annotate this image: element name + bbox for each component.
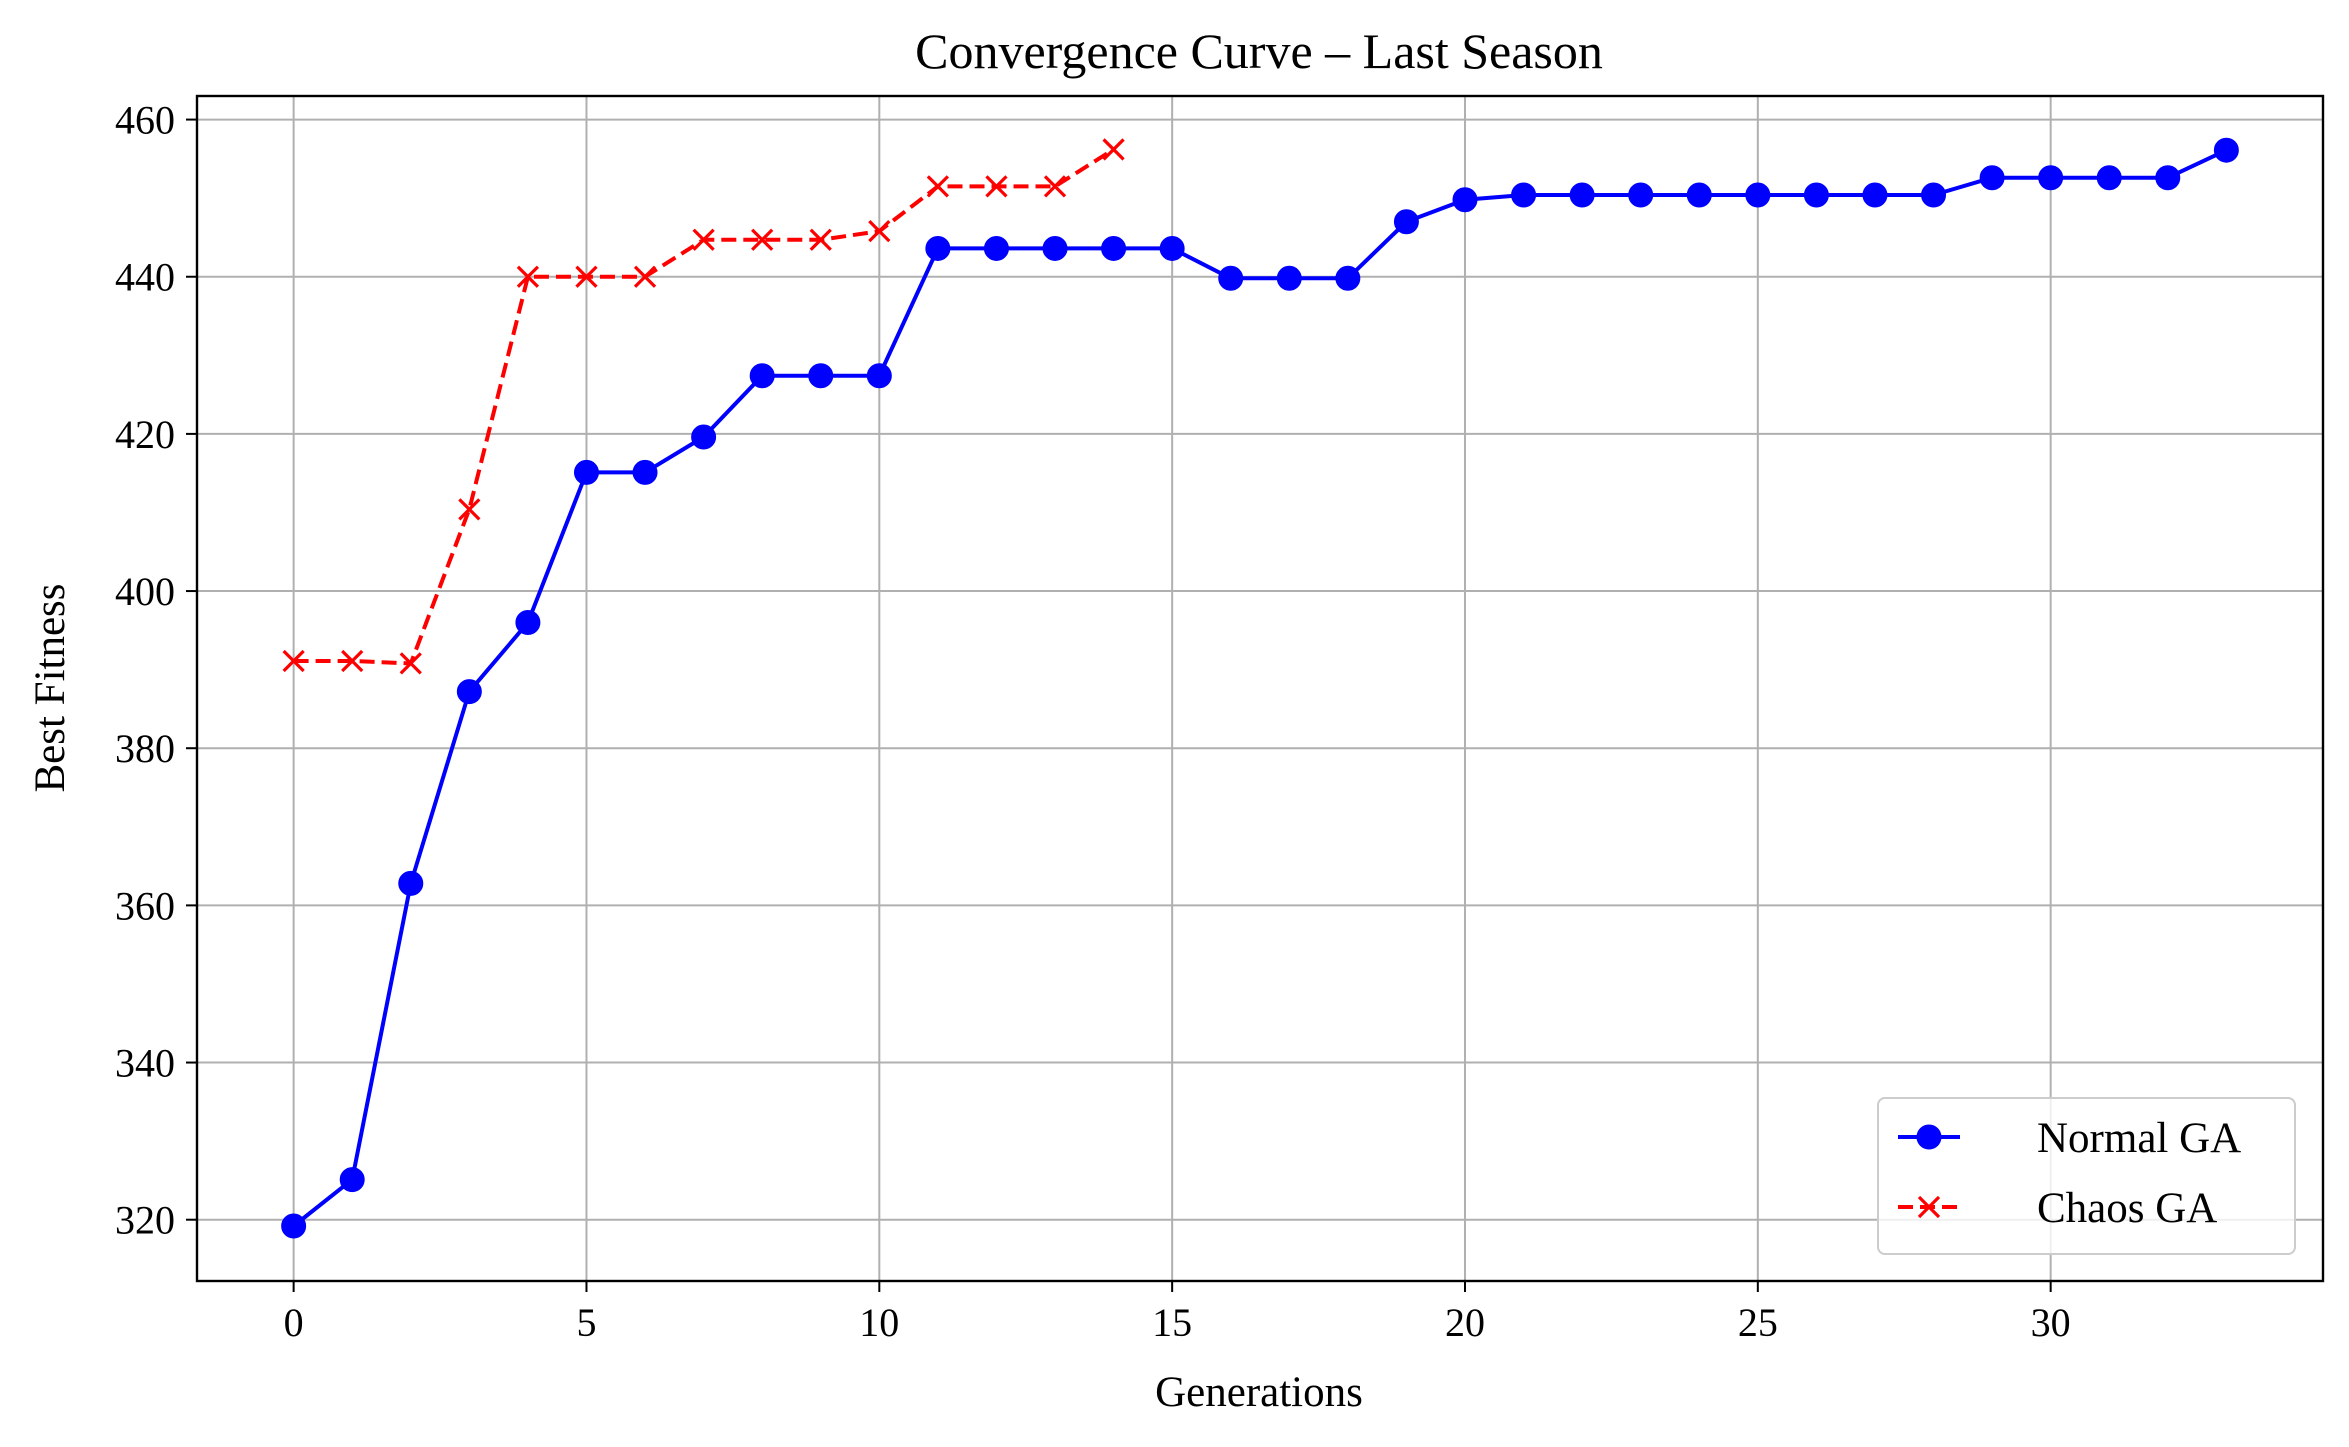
y-tick-label: 360 [115, 883, 175, 928]
x-tick-label: 20 [1445, 1300, 1485, 1345]
legend-label: Normal GA [2037, 1115, 2241, 1162]
data-point [1628, 182, 1654, 208]
series-chaos-ga [282, 138, 1125, 675]
data-point [341, 649, 364, 673]
data-point [1043, 175, 1067, 198]
legend-label: Chaos GA [2037, 1185, 2217, 1232]
data-point [1102, 138, 1125, 161]
data-point [456, 679, 482, 705]
data-point [751, 228, 774, 251]
legend-entries: Normal GA Chaos GA [1898, 1115, 2241, 1232]
data-point [1862, 182, 1888, 208]
data-point [1803, 182, 1829, 208]
data-point [808, 363, 834, 389]
legend-marker [1916, 1124, 1942, 1150]
data-point [2096, 165, 2122, 191]
x-tick-label: 25 [1738, 1300, 1778, 1345]
data-point [1393, 209, 1419, 235]
data-point [516, 265, 540, 288]
y-tick-label: 340 [115, 1041, 175, 1086]
data-point [1511, 182, 1537, 208]
data-point [749, 363, 775, 389]
data-point [925, 235, 951, 261]
y-tick-label: 320 [115, 1198, 175, 1243]
data-point [632, 459, 658, 485]
data-point [1745, 182, 1771, 208]
legend-entry-chaos-ga: Chaos GA [1898, 1185, 2217, 1232]
data-point [1276, 265, 1302, 291]
series-line-normal-ga [292, 148, 2228, 1228]
data-point [809, 228, 832, 251]
data-point [1921, 182, 1947, 208]
y-tick-label: 400 [115, 569, 175, 614]
data-point [1159, 235, 1185, 261]
data-point [1979, 165, 2005, 191]
data-point [691, 424, 717, 450]
data-point [2213, 137, 2239, 163]
x-axis-label: Generations [1155, 1369, 1363, 1416]
y-tick-label: 460 [115, 98, 175, 143]
data-point [983, 235, 1009, 261]
data-point [985, 175, 1008, 198]
data-point [2038, 165, 2064, 191]
data-point [398, 870, 424, 896]
data-point [866, 363, 892, 389]
x-tick-label: 10 [859, 1300, 899, 1345]
data-point [926, 175, 950, 198]
series-normal-ga [281, 137, 2239, 1239]
data-point [692, 228, 715, 251]
data-point [281, 1213, 307, 1239]
y-tick-label: 420 [115, 412, 175, 457]
y-tick-label: 440 [115, 255, 175, 300]
data-point [1218, 265, 1244, 291]
x-tick-label: 0 [284, 1300, 304, 1345]
chart-title: Convergence Curve – Last Season [915, 23, 1603, 79]
ticks-layer: 0 5 10 15 20 25 30 320 340 360 380 400 420 440 460 [115, 98, 2071, 1345]
data-point [868, 220, 891, 243]
data-point [1569, 182, 1595, 208]
x-tick-label: 5 [576, 1300, 596, 1345]
data-point [1335, 265, 1361, 291]
data-point [399, 652, 422, 675]
data-point [1042, 235, 1068, 261]
data-point [575, 265, 598, 288]
legend-entry-normal-ga: Normal GA [1898, 1115, 2241, 1162]
x-tick-label: 30 [2031, 1300, 2071, 1345]
plot-frame [195, 94, 2325, 1283]
data-point [1101, 235, 1127, 261]
data-point [633, 265, 657, 288]
data-point [515, 609, 541, 635]
series-layer [281, 137, 2239, 1239]
series-line-chaos-ga [293, 147, 1115, 666]
data-point [573, 459, 599, 485]
legend: Normal GA Chaos GA [1877, 1097, 2296, 1255]
data-point [282, 649, 305, 673]
legend-box [1877, 1097, 2296, 1255]
data-point [339, 1167, 365, 1193]
data-point [1686, 182, 1712, 208]
y-axis-label: Best Fitness [27, 583, 74, 792]
legend-marker [1917, 1195, 1941, 1219]
data-point [2155, 165, 2181, 191]
data-point [1452, 187, 1478, 213]
x-tick-label: 15 [1152, 1300, 1192, 1345]
y-tick-label: 380 [115, 726, 175, 771]
data-point [458, 498, 481, 521]
